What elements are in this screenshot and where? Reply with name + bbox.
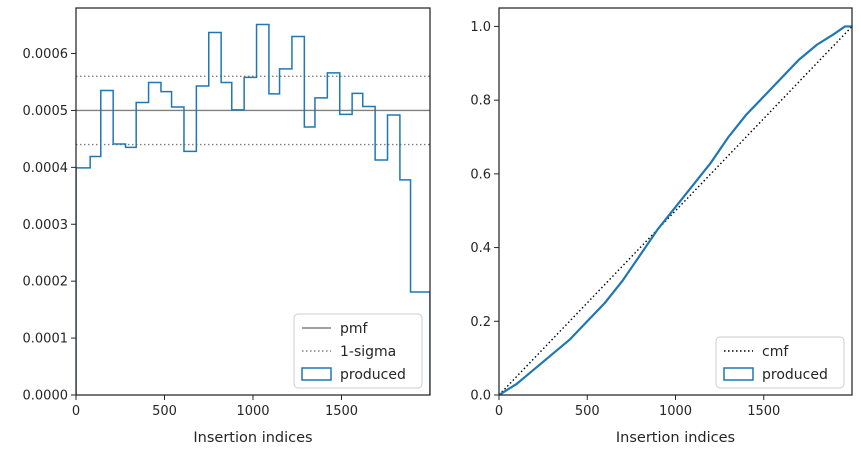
y-tick-label: 0.0005 [23, 104, 69, 119]
x-tick-label: 0 [72, 404, 80, 419]
y-tick-label: 0.2 [470, 315, 491, 330]
x-tick-label: 1500 [747, 404, 780, 419]
y-tick-label: 0.0006 [23, 47, 69, 62]
x-tick-label: 1000 [659, 404, 692, 419]
legend-handle-box [301, 367, 332, 381]
legend-label: pmf [340, 321, 369, 337]
legend-label: cmf [762, 344, 789, 360]
y-tick-label: 1.0 [470, 20, 491, 35]
x-tick-label: 0 [495, 404, 503, 419]
y-tick-label: 0.0001 [23, 332, 69, 347]
legend-label: produced [340, 367, 406, 383]
right-chart-cmf: 0.0 0.2 0.4 0.6 0.8 1.0 0 500 1000 1500 Insertion … [470, 7, 853, 446]
cmf-line [499, 25, 852, 395]
legend-box [715, 336, 845, 389]
legend-label: 1-sigma [340, 344, 396, 360]
legend-handle-box [723, 367, 754, 381]
y-tick-label: 0.0002 [23, 275, 69, 290]
legend-label: produced [762, 367, 828, 383]
y-tick-label: 0.4 [470, 241, 491, 256]
x-axis-label: Insertion indices [193, 430, 312, 446]
produced-histogram-step [76, 23, 430, 395]
x-tick-label: 1500 [325, 404, 358, 419]
plot-area [76, 23, 430, 395]
plot-area [499, 25, 852, 395]
plot-frame [75, 7, 431, 396]
y-tick-label: 0.0003 [23, 218, 69, 233]
y-tick-label: 0.0004 [23, 161, 69, 176]
x-tick-label: 500 [575, 404, 600, 419]
produced-cumulative-line [499, 25, 852, 395]
y-tick-label: 0.8 [470, 94, 491, 109]
plot-frame [498, 7, 853, 396]
x-tick-label: 1000 [236, 404, 269, 419]
legend-box [293, 313, 423, 389]
left-chart-pmf: 0.0000 0.0001 0.0002 0.0003 0.0004 0.0005 0.00… [23, 7, 431, 446]
x-axis-label: Insertion indices [616, 430, 735, 446]
y-tick-label: 0.0 [470, 389, 491, 404]
y-tick-label: 0.6 [470, 167, 491, 182]
x-tick-label: 500 [152, 404, 177, 419]
y-tick-label: 0.0000 [23, 389, 69, 404]
